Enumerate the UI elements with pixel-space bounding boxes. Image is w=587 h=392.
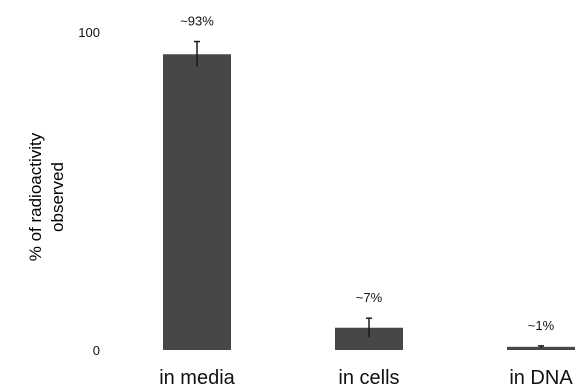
y-axis-label-line-1: % of radioactivity <box>26 132 45 261</box>
x-tick-label: in cells <box>338 367 399 387</box>
bar-in-cells <box>335 327 403 350</box>
data-label: ~7% <box>356 290 383 305</box>
y-axis-ticks: 0 100 <box>78 25 100 358</box>
y-tick-label: 0 <box>93 343 100 358</box>
bar-in-dna <box>507 346 575 350</box>
x-axis-labels: in media in cells in DNA <box>159 367 573 389</box>
bar-in-media <box>163 54 231 350</box>
data-labels: ~93% ~7% ~1% <box>180 14 554 333</box>
bars <box>163 54 575 350</box>
data-label: ~1% <box>528 318 555 333</box>
error-bars <box>194 40 544 348</box>
x-tick-label: in DNA <box>509 367 573 387</box>
x-tick-label: in media <box>159 367 235 387</box>
data-label: ~93% <box>180 14 214 29</box>
y-tick-label: 100 <box>78 25 100 40</box>
y-axis-label-line-2: observed <box>48 162 67 232</box>
y-axis-label: % of radioactivity observed <box>26 132 67 261</box>
